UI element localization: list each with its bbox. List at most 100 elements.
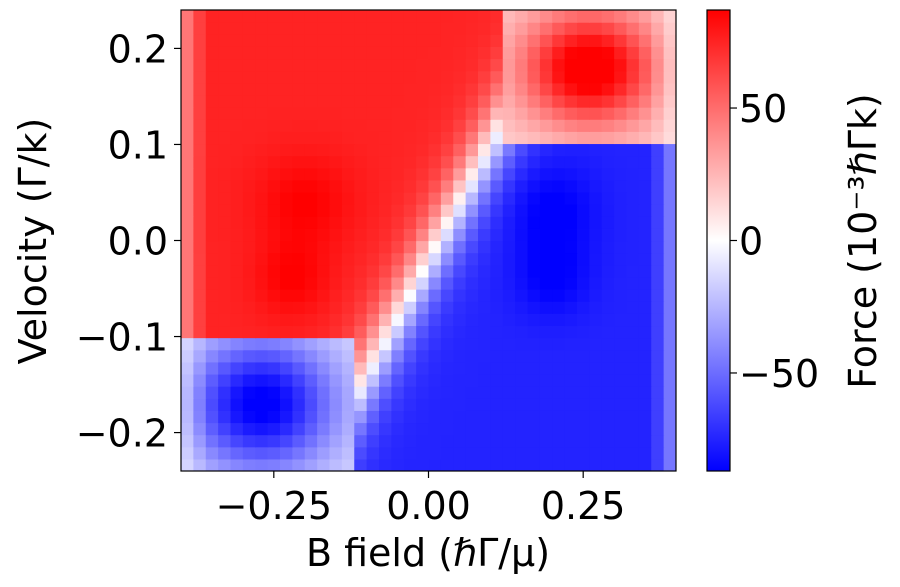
heatmap-cell — [304, 361, 318, 375]
heatmap-cell — [589, 155, 603, 169]
heatmap-cell — [651, 240, 665, 254]
heatmap-cell — [440, 398, 454, 411]
heatmap-cell — [428, 46, 442, 60]
heatmap-cell — [577, 228, 590, 242]
heatmap-cell — [304, 94, 318, 108]
heatmap-cell — [304, 131, 318, 145]
heatmap-cell — [255, 313, 269, 327]
heatmap-cell — [614, 216, 628, 229]
heatmap-cell — [354, 58, 368, 72]
heatmap-cell — [440, 325, 454, 339]
heatmap-cell — [317, 228, 331, 242]
heatmap-cell — [205, 434, 219, 448]
heatmap-cell — [428, 264, 442, 278]
heatmap-cell — [317, 386, 331, 399]
heatmap-cell — [478, 313, 491, 327]
heatmap-cell — [379, 289, 392, 302]
heatmap-cell — [403, 143, 417, 157]
heatmap-cell — [205, 179, 219, 193]
heatmap-cell — [478, 82, 491, 96]
heatmap-cell — [601, 301, 615, 314]
heatmap-cell — [440, 191, 454, 205]
heatmap-cell — [552, 337, 566, 351]
heatmap-cell — [539, 155, 553, 169]
heatmap-cell — [428, 398, 442, 411]
heatmap-cell — [564, 410, 578, 424]
heatmap-cell — [292, 10, 306, 23]
heatmap-cell — [304, 82, 318, 96]
heatmap-cell — [317, 325, 331, 339]
heatmap-cell — [527, 204, 541, 217]
heatmap-cell — [205, 155, 219, 169]
heatmap-cell — [614, 276, 628, 290]
heatmap-cell — [317, 167, 331, 181]
heatmap-cell — [292, 264, 306, 278]
heatmap-cell — [552, 70, 566, 84]
heatmap-cell — [354, 34, 368, 47]
heatmap-cell — [440, 373, 454, 387]
heatmap-cell — [564, 179, 578, 193]
heatmap-cell — [589, 276, 603, 290]
heatmap-cell — [527, 10, 541, 23]
heatmap-cell — [267, 240, 281, 254]
heatmap-cell — [626, 228, 640, 242]
heatmap-cell — [379, 10, 392, 23]
heatmap-cell — [601, 119, 615, 132]
heatmap-cell — [218, 252, 232, 266]
heatmap-cell — [651, 46, 665, 60]
heatmap-cell — [552, 131, 566, 145]
heatmap-cell — [663, 46, 676, 60]
heatmap-cell — [354, 252, 368, 266]
heatmap-cell — [341, 349, 355, 363]
heatmap-cell — [453, 373, 467, 387]
heatmap-cell — [391, 301, 405, 314]
heatmap-cell — [205, 94, 219, 108]
heatmap-cell — [651, 325, 665, 339]
heatmap-cell — [280, 276, 293, 290]
heatmap-cell — [329, 240, 343, 254]
heatmap-cell — [280, 398, 293, 411]
heatmap-cell — [465, 70, 479, 84]
heatmap-cell — [230, 301, 244, 314]
heatmap-cell — [366, 155, 380, 169]
heatmap-cell — [181, 458, 194, 471]
heatmap-cell — [539, 410, 553, 424]
heatmap-cell — [527, 325, 541, 339]
heatmap-cell — [230, 22, 244, 35]
heatmap-cell — [366, 422, 380, 436]
heatmap-cell — [280, 458, 293, 471]
heatmap-cell — [317, 46, 331, 60]
heatmap-cell — [242, 191, 256, 205]
heatmap-cell — [515, 216, 529, 229]
heatmap-cell — [601, 398, 615, 411]
heatmap-cell — [527, 191, 541, 205]
heatmap-cell — [193, 398, 207, 411]
heatmap-cell — [181, 252, 194, 266]
heatmap-cell — [329, 313, 343, 327]
heatmap-cell — [589, 289, 603, 302]
heatmap-cell — [601, 349, 615, 363]
heatmap-cell — [453, 458, 467, 471]
heatmap-cell — [403, 337, 417, 351]
heatmap-cell — [515, 289, 529, 302]
heatmap-cell — [577, 349, 590, 363]
heatmap-cell — [391, 191, 405, 205]
heatmap-cell — [601, 434, 615, 448]
heatmap-cell — [181, 179, 194, 193]
heatmap-cell — [242, 361, 256, 375]
heatmap-cell — [379, 179, 392, 193]
heatmap-cell — [465, 131, 479, 145]
heatmap-cell — [527, 398, 541, 411]
heatmap-cell — [478, 119, 491, 132]
heatmap-cell — [428, 410, 442, 424]
heatmap-cell — [230, 398, 244, 411]
heatmap-cell — [403, 264, 417, 278]
heatmap-cell — [651, 458, 665, 471]
heatmap-cell — [453, 422, 467, 436]
heatmap-cell — [577, 264, 590, 278]
heatmap-cell — [280, 58, 293, 72]
heatmap-cell — [292, 398, 306, 411]
heatmap-cell — [614, 34, 628, 47]
heatmap-cell — [354, 107, 368, 120]
heatmap-cell — [391, 386, 405, 399]
